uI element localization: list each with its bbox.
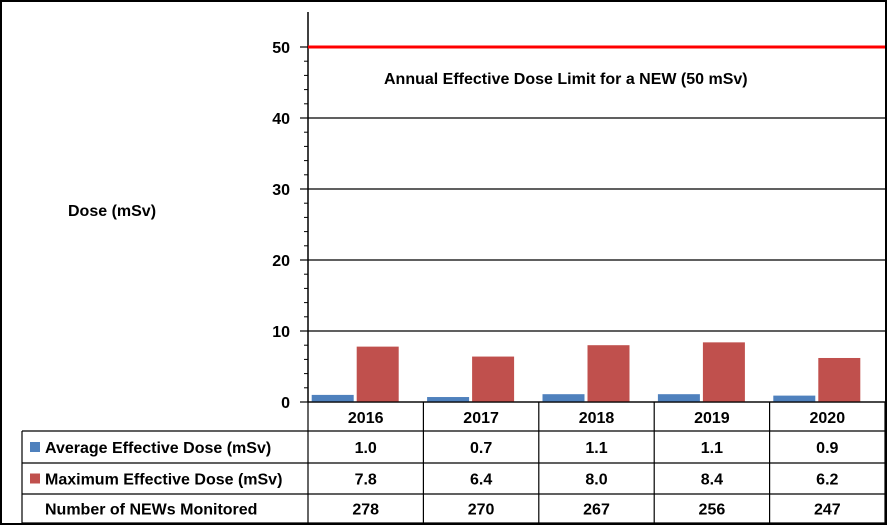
table-cell: 247 (814, 502, 841, 519)
bar (542, 394, 585, 402)
table-cell: 256 (699, 502, 726, 519)
bar (427, 397, 470, 402)
bar (702, 342, 745, 402)
y-tick-label: 0 (281, 395, 290, 412)
y-tick-label: 30 (272, 182, 290, 199)
bar (818, 357, 861, 402)
y-tick-label: 10 (272, 324, 290, 341)
category-label: 2017 (463, 410, 499, 427)
bar (657, 394, 700, 402)
dose-limit-annotation: Annual Effective Dose Limit for a NEW (5… (384, 71, 748, 88)
data-label: 6.2 (816, 472, 838, 489)
y-tick-label: 40 (272, 111, 290, 128)
bar (311, 394, 354, 402)
data-label: 8.0 (585, 472, 607, 489)
data-label: 0.7 (470, 440, 492, 457)
data-label: 0.9 (816, 440, 838, 457)
data-label: 1.1 (701, 440, 723, 457)
bar (773, 395, 816, 402)
y-tick-label: 20 (272, 253, 290, 270)
table-row-label: Number of NEWs Monitored (45, 502, 257, 519)
legend-label: Maximum Effective Dose (mSv) (45, 472, 282, 489)
legend-key (30, 442, 40, 452)
category-label: 2016 (348, 410, 384, 427)
bar (472, 356, 515, 402)
y-tick-label: 50 (272, 40, 290, 57)
data-label: 1.1 (585, 440, 607, 457)
table-cell: 267 (583, 502, 610, 519)
data-label: 6.4 (470, 472, 492, 489)
table-cell: 270 (468, 502, 495, 519)
data-label: 7.8 (355, 472, 377, 489)
bar (587, 345, 630, 402)
table-cell: 278 (352, 502, 379, 519)
category-label: 2020 (810, 410, 846, 427)
legend-key (30, 473, 40, 484)
data-label: 8.4 (701, 472, 723, 489)
category-label: 2019 (694, 410, 730, 427)
y-axis-label: Dose (mSv) (68, 203, 157, 220)
legend-label: Average Effective Dose (mSv) (45, 440, 271, 457)
data-label: 1.0 (355, 440, 377, 457)
bar (356, 346, 399, 402)
category-label: 2018 (579, 410, 615, 427)
